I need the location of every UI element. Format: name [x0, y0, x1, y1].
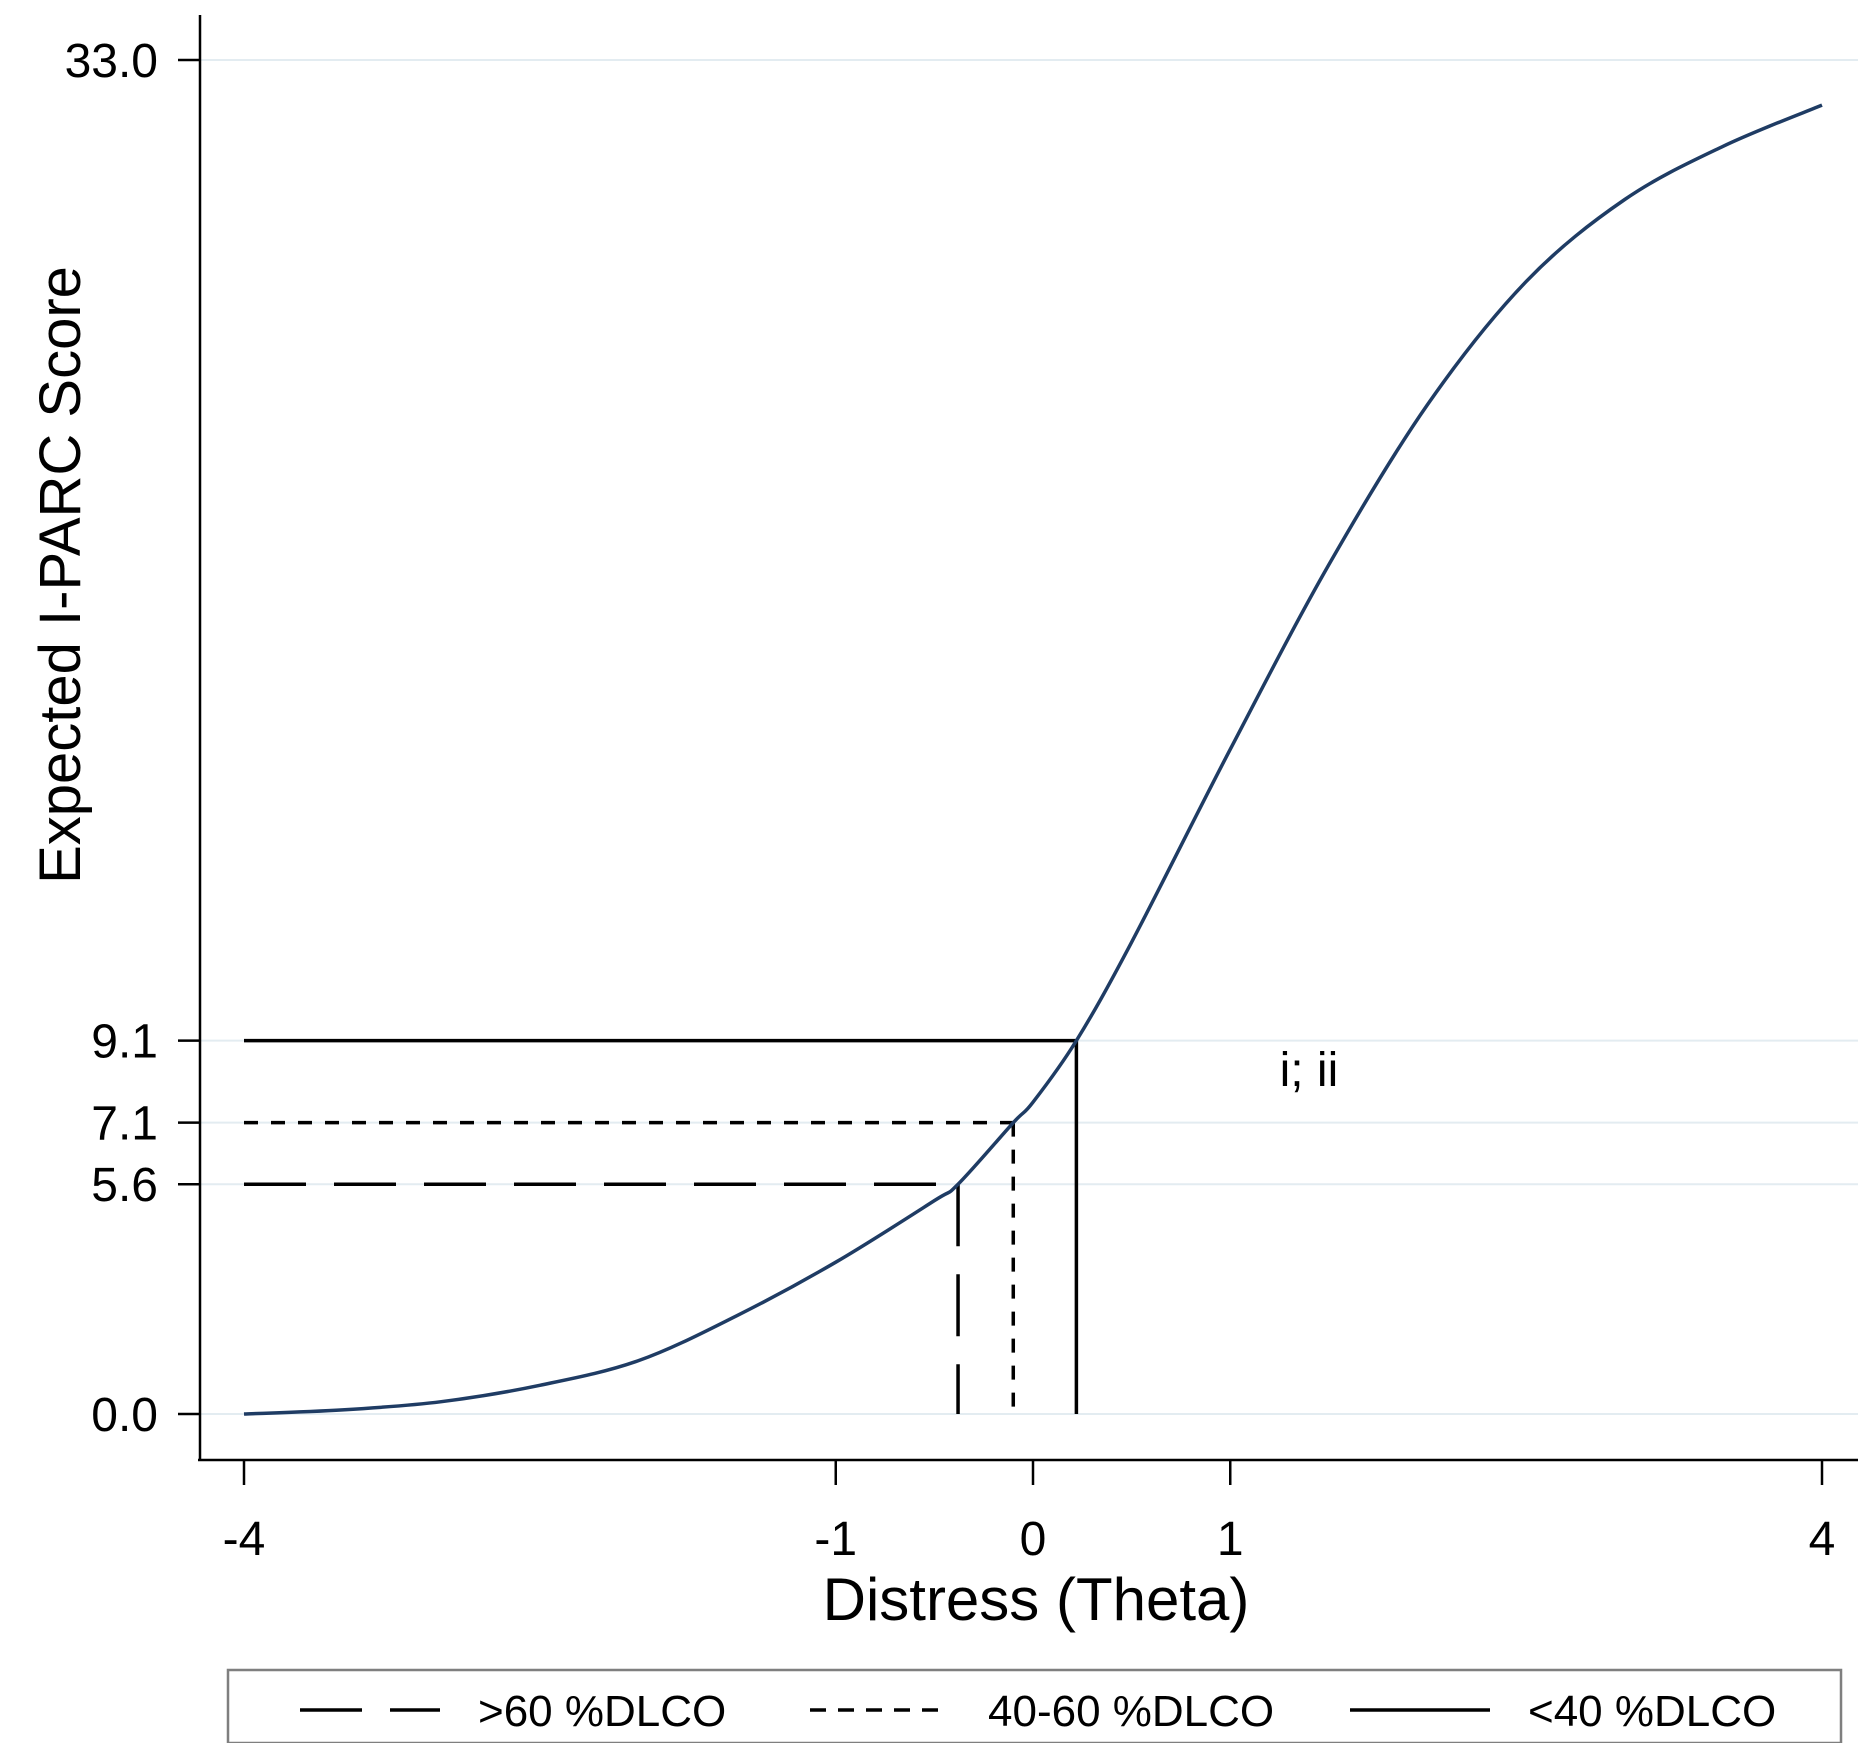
x-axis-title: Distress (Theta) [823, 1566, 1250, 1633]
y-tick-label-3: 9.1 [91, 1016, 158, 1069]
y-axis-title: Expected I-PARC Score [28, 266, 93, 884]
y-tick-label-2: 7.1 [91, 1098, 158, 1151]
legend-label-1: 40-60 %DLCO [988, 1687, 1274, 1736]
y-tick-label-1: 5.6 [91, 1159, 158, 1212]
annotations: i; ii [1280, 1044, 1339, 1097]
legend-label-2: <40 %DLCO [1528, 1687, 1776, 1736]
legend-label-0: >60 %DLCO [478, 1687, 726, 1736]
axes [198, 15, 1858, 1462]
x-tick-label-2: 0 [1020, 1513, 1047, 1566]
y-ticks: 0.0 5.6 7.1 9.1 33.0 [65, 35, 200, 1442]
legend-box [226, 1668, 1843, 1743]
reference-lines [244, 1038, 1079, 1414]
x-tick-label-3: 1 [1217, 1513, 1244, 1566]
annotation-0: i; ii [1280, 1044, 1339, 1097]
x-ticks: -4 -1 0 1 4 [223, 1460, 1836, 1566]
legend: >60 %DLCO 40-60 %DLCO <40 %DLCO [226, 1668, 1843, 1743]
x-tick-label-1: -1 [814, 1513, 857, 1566]
y-tick-label-4: 33.0 [65, 35, 158, 88]
x-tick-label-0: -4 [223, 1513, 266, 1566]
grid-lines [200, 59, 1858, 1415]
expected-score-curve [243, 103, 1823, 1416]
x-tick-label-4: 4 [1809, 1513, 1836, 1566]
y-tick-label-0: 0.0 [91, 1389, 158, 1442]
